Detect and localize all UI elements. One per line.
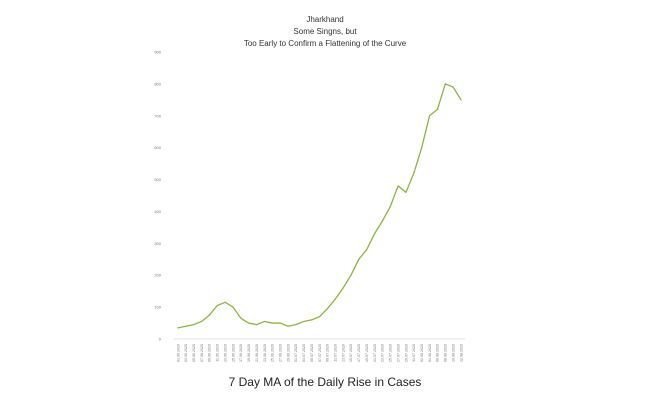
y-tick-label: 600 (154, 145, 161, 150)
data-point (311, 319, 313, 321)
x-tick-label: 07.07.2020 (318, 344, 322, 362)
series-group (177, 83, 462, 329)
x-tick-label: 12.08.2020 (459, 344, 463, 362)
data-point (373, 233, 376, 235)
data-point (185, 325, 187, 327)
x-tick-label: 07.06.2020 (200, 344, 204, 362)
chart-title: Jharkhand Some Singns, but Too Early to Co… (244, 15, 407, 48)
x-tick-label: 19.06.2020 (247, 344, 251, 362)
x-tick-label: 15.06.2020 (231, 344, 235, 362)
x-tick-label: 29.07.2020 (404, 344, 408, 362)
data-point (232, 306, 234, 308)
data-point (263, 320, 266, 323)
y-tick-label: 800 (154, 81, 161, 86)
chart-caption: 7 Day MA of the Daily Rise in Cases (228, 375, 422, 389)
x-tick-label: 27.07.2020 (396, 344, 400, 362)
x-tick-label: 21.06.2020 (255, 344, 259, 362)
data-point (428, 115, 431, 117)
x-tick-label: 05.07.2020 (310, 344, 314, 362)
chart-title-line: Some Singns, but (293, 27, 357, 36)
x-tick-label: 02.08.2020 (420, 344, 424, 362)
x-tick-label: 23.06.2020 (263, 344, 267, 362)
x-tick-label: 03.07.2020 (302, 344, 306, 362)
x-tick-label: 13.06.2020 (223, 344, 227, 362)
x-tick-label: 10.08.2020 (451, 344, 455, 362)
x-tick-label: 25.07.2020 (389, 344, 393, 362)
data-point (248, 322, 250, 324)
chart-title-line: Too Early to Confirm a Flattening of the… (244, 39, 407, 48)
data-point (334, 298, 336, 300)
data-point (240, 317, 242, 319)
series-line (177, 83, 462, 329)
data-point (381, 220, 383, 222)
y-tick-label: 700 (154, 113, 161, 118)
x-axis-ticks: 01.06.2020 03.06.2020 05.06.2020 07.06.2020… (176, 344, 463, 362)
data-point (389, 206, 391, 208)
y-tick-label: 0 (159, 337, 162, 342)
x-tick-label: 09.06.2020 (208, 344, 212, 362)
data-point (444, 83, 446, 85)
x-tick-label: 11.06.2020 (216, 344, 220, 362)
x-tick-label: 29.06.2020 (286, 344, 290, 362)
y-tick-label: 200 (154, 273, 161, 278)
y-tick-label: 500 (154, 177, 161, 182)
x-tick-label: 17.06.2020 (239, 344, 243, 362)
x-tick-label: 04.08.2020 (428, 344, 432, 362)
y-axis-ticks: 0 100 200 300 400 500 600 700 800 900 (154, 50, 161, 342)
data-point (193, 324, 195, 326)
data-point (436, 108, 439, 110)
data-point (216, 304, 218, 307)
data-point (303, 320, 305, 323)
y-tick-label: 900 (154, 50, 161, 55)
data-point (271, 322, 273, 324)
x-tick-label: 01.06.2020 (176, 344, 180, 362)
x-tick-label: 31.07.2020 (412, 344, 416, 362)
data-point (366, 249, 368, 251)
data-point (405, 191, 407, 193)
y-tick-label: 100 (154, 305, 161, 310)
chart-title-line: Jharkhand (306, 15, 343, 24)
x-tick-label: 01.07.2020 (294, 344, 298, 362)
data-point (318, 316, 321, 318)
data-point (421, 147, 423, 149)
data-point (326, 308, 328, 310)
x-tick-label: 19.07.2020 (365, 344, 369, 362)
y-tick-label: 400 (154, 209, 161, 214)
x-tick-label: 13.07.2020 (341, 344, 345, 362)
data-point (279, 322, 281, 324)
data-point (413, 172, 415, 174)
data-point (287, 325, 289, 327)
data-point (452, 86, 454, 88)
x-tick-label: 08.08.2020 (444, 344, 448, 362)
x-tick-label: 25.06.2020 (271, 344, 275, 362)
data-point (350, 274, 352, 276)
data-point (397, 185, 399, 187)
data-point (460, 99, 462, 101)
x-tick-label: 06.08.2020 (436, 344, 440, 362)
data-point (358, 258, 360, 260)
y-tick-label: 300 (154, 241, 161, 246)
x-tick-label: 23.07.2020 (381, 344, 385, 362)
data-point (295, 324, 297, 326)
data-point (256, 324, 258, 326)
x-tick-label: 05.06.2020 (192, 344, 196, 362)
data-point (208, 314, 211, 316)
x-tick-label: 03.06.2020 (184, 344, 188, 362)
x-tick-label: 11.07.2020 (334, 344, 338, 362)
x-tick-label: 21.07.2020 (373, 344, 377, 362)
data-point (200, 320, 203, 323)
x-tick-label: 17.07.2020 (357, 344, 361, 362)
x-tick-label: 09.07.2020 (326, 344, 330, 362)
data-point (224, 301, 226, 303)
x-tick-label: 27.06.2020 (278, 344, 282, 362)
data-point (342, 287, 344, 289)
data-point (177, 327, 179, 329)
x-tick-label: 15.07.2020 (349, 344, 353, 362)
